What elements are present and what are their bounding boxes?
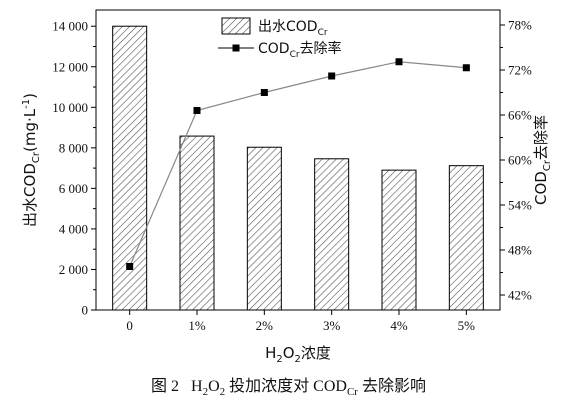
- legend-bar-swatch: [221, 17, 251, 35]
- x-axis-label-mid: O: [283, 344, 295, 362]
- removal-rate-point-0: [126, 263, 134, 270]
- y-left-tick-label-5: 10 000: [52, 100, 88, 115]
- caption-p4: 去除影响: [357, 378, 426, 395]
- y-right-tick-label-2: 54%: [508, 198, 532, 213]
- y-axis-right-label: CODCr去除率: [532, 115, 553, 205]
- x-axis-label-sub1: 2: [276, 354, 282, 365]
- caption-p2: O: [208, 378, 220, 395]
- x-axis-label-tail: 浓度: [301, 344, 331, 362]
- y-left-tick-label-4: 8 000: [59, 140, 88, 155]
- legend-line-label: CODCr去除率: [258, 40, 342, 60]
- removal-rate-point-2: [260, 89, 268, 96]
- y-right-tick-label-4: 66%: [508, 108, 532, 123]
- bars-layer: [112, 25, 484, 311]
- bar-5: [448, 165, 484, 311]
- removal-rate-line: [129, 61, 467, 267]
- removal-rate-line-layer: [126, 58, 470, 270]
- figure-caption: 图 2 H2O2 投加浓度对 CODCr 去除影响: [0, 372, 577, 398]
- legend-bar-label-pre: 出水COD: [258, 19, 318, 35]
- x-axis-label: H2O2浓度: [265, 344, 331, 365]
- removal-rate-point-4: [395, 58, 403, 66]
- caption-s2: 2: [219, 386, 226, 399]
- x-tick-label-1: 1%: [188, 318, 206, 333]
- removal-rate-point-3: [328, 72, 336, 80]
- y-axis-right-label-post: 去除率: [532, 115, 550, 160]
- x-tick-label-3: 3%: [323, 318, 341, 333]
- y-axis-left-label: 出水CODCr(mg·L-1): [21, 93, 42, 227]
- y-left-tick-label-7: 14 000: [52, 19, 88, 34]
- bar-1: [179, 135, 215, 311]
- y-left-tick-label-2: 4 000: [59, 221, 88, 236]
- y-axis-left-label-sup: -1: [21, 99, 32, 109]
- bar-4: [381, 169, 417, 311]
- right-axis: 42% 48% 54% 60% 66% 72% 78%: [500, 18, 532, 303]
- y-right-tick-label-5: 72%: [508, 63, 532, 78]
- y-right-tick-label-6: 78%: [508, 18, 532, 33]
- y-left-tick-label-1: 2 000: [59, 262, 88, 277]
- y-axis-left-label-post: (mg·L: [21, 108, 39, 152]
- y-left-tick-label-6: 12 000: [52, 59, 88, 74]
- bar-2: [246, 146, 282, 311]
- y-axis-right-label-sub: Cr: [542, 159, 553, 171]
- bar-3: [314, 158, 350, 311]
- legend-line-label-sub: Cr: [290, 50, 300, 60]
- x-tick-label-0: 0: [126, 318, 133, 333]
- y-left-tick-label-3: 6 000: [59, 181, 88, 196]
- legend: 出水CODCr CODCr去除率: [218, 17, 342, 60]
- x-tick-label-2: 2%: [256, 318, 274, 333]
- legend-line-label-post: 去除率: [300, 40, 342, 57]
- caption-s3: Cr: [346, 386, 358, 399]
- y-axis-right-label-pre: COD: [532, 171, 550, 205]
- x-tick-label-5: 5%: [458, 318, 476, 333]
- legend-line-marker: [232, 44, 240, 52]
- y-axis-left-label-sub: Cr: [31, 151, 42, 163]
- removal-rate-point-5: [462, 64, 470, 72]
- legend-bar-label: 出水CODCr: [258, 19, 328, 38]
- y-axis-left-label-end: ): [21, 93, 39, 99]
- y-right-tick-label-3: 60%: [508, 153, 532, 168]
- x-axis-label-sub2: 2: [295, 354, 301, 365]
- y-axis-left-label-pre: 出水COD: [21, 163, 39, 227]
- legend-bar-label-sub: Cr: [318, 28, 328, 38]
- removal-rate-point-1: [193, 107, 201, 114]
- left-axis: 0 2 000 4 000 6 000 8 000 10 000 12 000 14 000: [52, 19, 96, 318]
- x-tick-label-4: 4%: [390, 318, 408, 333]
- legend-line-label-pre: COD: [258, 41, 290, 57]
- caption-p3: 投加浓度对 COD: [225, 378, 347, 395]
- y-left-tick-label-0: 0: [82, 303, 89, 318]
- caption-s1: 2: [202, 386, 209, 399]
- x-axis: 0 1% 2% 3% 4% 5%: [126, 310, 475, 333]
- bar-0: [112, 25, 148, 311]
- y-right-tick-label-1: 48%: [508, 243, 532, 258]
- caption-p1: H: [191, 378, 203, 395]
- caption-fig: 图 2: [151, 378, 180, 395]
- x-axis-label-main: H: [265, 344, 276, 362]
- y-right-tick-label-0: 42%: [508, 288, 532, 303]
